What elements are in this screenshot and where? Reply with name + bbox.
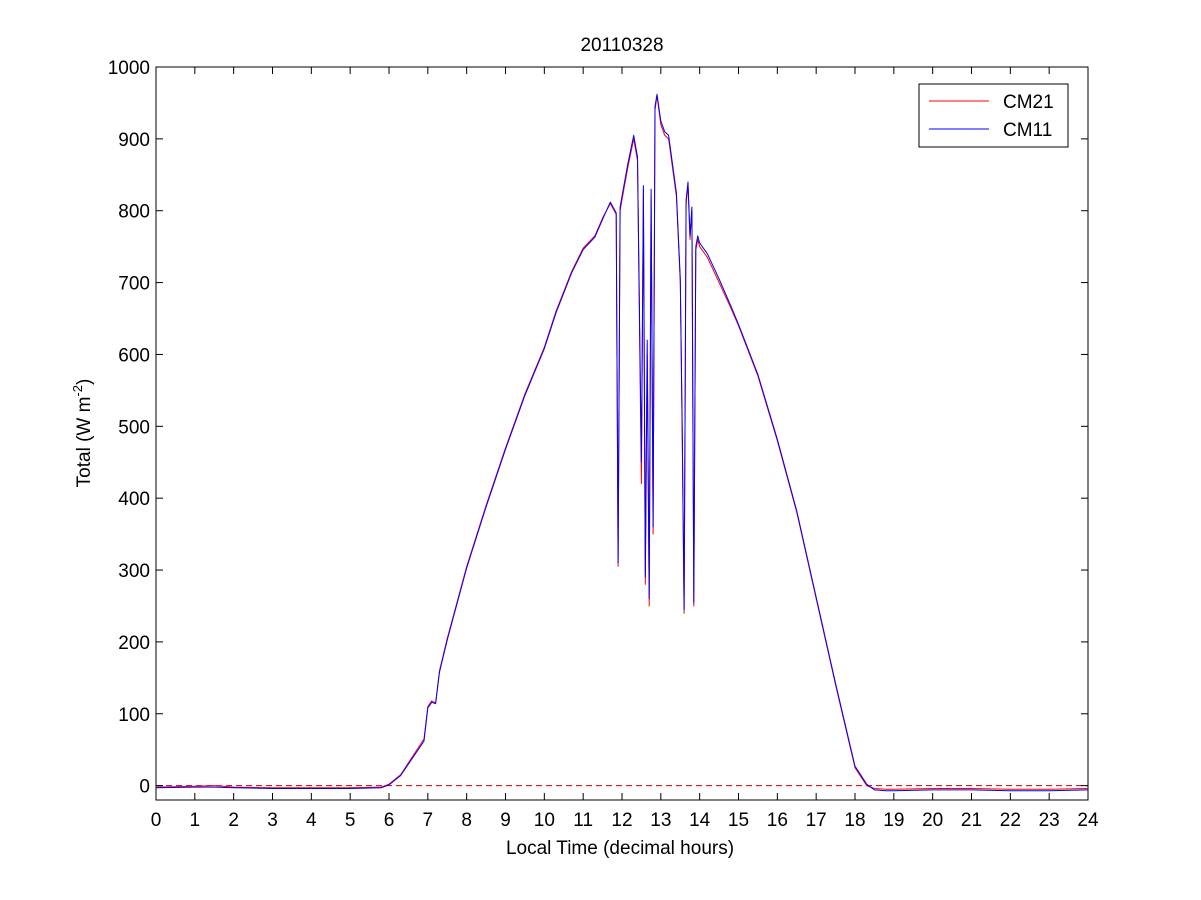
x-tick-label: 23 [1039,810,1060,831]
y-tick-label: 800 [118,202,150,223]
y-tick-label: 700 [118,274,150,295]
axis-ticks-group [155,66,1089,800]
series-line-cm11 [155,93,1089,792]
legend-label-cm21: CM21 [1003,92,1054,113]
y-axis-label: Total (W m-2) [70,379,95,488]
x-tick-label: 10 [534,810,555,831]
x-tick-labels: 0 1 2 3 4 5 6 7 8 9 10 11 12 13 14 15 16 17 18 19 20 21 22 23 24 [151,810,1099,831]
legend-box [918,83,1069,148]
y-tick-labels: 0 100 200 300 400 500 600 700 800 900 1000 [108,58,150,798]
y-tick-label: 0 [139,777,150,798]
x-tick-label: 1 [190,810,201,831]
x-tick-label: 14 [689,810,711,831]
y-axis-label-main: Total (W m [74,397,95,488]
x-tick-label: 24 [1077,810,1099,831]
x-tick-label: 13 [650,810,671,831]
x-tick-label: 7 [423,810,434,831]
x-tick-label: 18 [844,810,865,831]
x-tick-label: 19 [883,810,904,831]
y-tick-label: 900 [118,130,150,151]
x-tick-label: 20 [922,810,943,831]
y-tick-label: 1000 [108,58,150,79]
y-tick-label: 600 [118,345,150,366]
y-tick-label: 400 [118,489,150,510]
x-tick-label: 17 [806,810,827,831]
y-tick-label: 300 [118,561,150,582]
y-axis-label-close: ) [74,379,95,385]
x-tick-label: 5 [345,810,356,831]
x-tick-label: 22 [1000,810,1021,831]
series-group [155,93,1089,792]
y-tick-label: 100 [118,705,150,726]
x-tick-label: 21 [961,810,982,831]
y-axis-label-superscript: -2 [70,385,85,397]
legend: CM21 CM11 [918,83,1069,148]
plot-area [155,66,1089,801]
legend-label-cm11: CM11 [1003,120,1052,141]
y-tick-label: 500 [118,417,150,438]
y-tick-label: 200 [118,633,150,654]
x-tick-label: 0 [151,810,162,831]
x-tick-label: 12 [611,810,632,831]
x-tick-label: 15 [728,810,749,831]
x-tick-label: 16 [767,810,788,831]
x-tick-label: 6 [384,810,395,831]
x-tick-label: 8 [461,810,472,831]
x-tick-label: 9 [500,810,511,831]
x-tick-label: 4 [306,810,317,831]
x-tick-label: 3 [267,810,278,831]
chart-title: 20110328 [580,35,663,56]
x-axis-label: Local Time (decimal hours) [506,838,734,859]
x-tick-label: 11 [573,810,593,831]
x-tick-label: 2 [228,810,239,831]
